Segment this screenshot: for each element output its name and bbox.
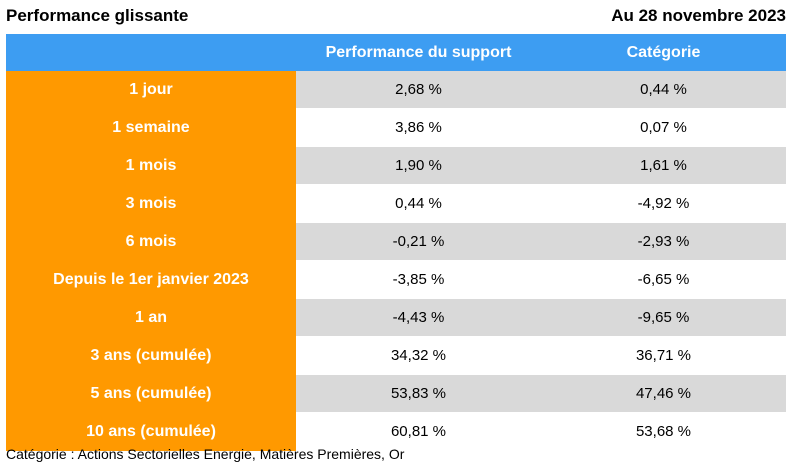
table-row: 1 jour 2,68 % 0,44 % xyxy=(6,71,786,109)
table-row: 3 mois 0,44 % -4,92 % xyxy=(6,184,786,223)
support-performance-cell: -0,21 % xyxy=(296,222,541,261)
period-label: 3 mois xyxy=(6,184,296,223)
category-performance-cell: 1,61 % xyxy=(541,146,786,185)
table-row: 1 mois 1,90 % 1,61 % xyxy=(6,146,786,185)
support-performance-cell: 3,86 % xyxy=(296,108,541,147)
table-row: 5 ans (cumulée) 53,83 % 47,46 % xyxy=(6,374,786,413)
period-label: 1 mois xyxy=(6,146,296,185)
header-period xyxy=(6,34,296,71)
title-bar: Performance glissante Au 28 novembre 202… xyxy=(6,6,786,32)
category-performance-cell: 0,44 % xyxy=(541,71,786,109)
table-row: 6 mois -0,21 % -2,93 % xyxy=(6,222,786,261)
period-label: 3 ans (cumulée) xyxy=(6,336,296,375)
period-label: 1 semaine xyxy=(6,108,296,147)
table-row: 3 ans (cumulée) 34,32 % 36,71 % xyxy=(6,336,786,375)
category-performance-cell: 53,68 % xyxy=(541,412,786,451)
period-label: Depuis le 1er janvier 2023 xyxy=(6,260,296,299)
category-performance-cell: 47,46 % xyxy=(541,374,786,413)
support-performance-cell: 1,90 % xyxy=(296,146,541,185)
support-performance-cell: 53,83 % xyxy=(296,374,541,413)
footnote: Catégorie : Actions Sectorielles Energie… xyxy=(6,446,405,462)
period-label: 5 ans (cumulée) xyxy=(6,374,296,413)
support-performance-cell: 0,44 % xyxy=(296,184,541,223)
header-categorie: Catégorie xyxy=(541,34,786,71)
performance-table: Performance du support Catégorie 1 jour 2… xyxy=(6,34,786,451)
support-performance-cell: 2,68 % xyxy=(296,71,541,109)
page-title: Performance glissante xyxy=(6,6,189,25)
period-label: 1 jour xyxy=(6,71,296,109)
period-label: 6 mois xyxy=(6,222,296,261)
category-performance-cell: -6,65 % xyxy=(541,260,786,299)
category-performance-cell: -9,65 % xyxy=(541,298,786,337)
support-performance-cell: 34,32 % xyxy=(296,336,541,375)
period-label: 10 ans (cumulée) xyxy=(6,412,296,451)
table-row: 1 semaine 3,86 % 0,07 % xyxy=(6,108,786,147)
support-performance-cell: 60,81 % xyxy=(296,412,541,451)
as-of-date: Au 28 novembre 2023 xyxy=(611,6,786,25)
category-performance-cell: 0,07 % xyxy=(541,108,786,147)
table-row: 1 an -4,43 % -9,65 % xyxy=(6,298,786,337)
period-label: 1 an xyxy=(6,298,296,337)
category-performance-cell: -4,92 % xyxy=(541,184,786,223)
table-row: 10 ans (cumulée) 60,81 % 53,68 % xyxy=(6,412,786,451)
support-performance-cell: -3,85 % xyxy=(296,260,541,299)
table-header-row: Performance du support Catégorie xyxy=(6,34,786,71)
support-performance-cell: -4,43 % xyxy=(296,298,541,337)
category-performance-cell: -2,93 % xyxy=(541,222,786,261)
category-performance-cell: 36,71 % xyxy=(541,336,786,375)
table-row: Depuis le 1er janvier 2023 -3,85 % -6,65 % xyxy=(6,260,786,299)
header-support: Performance du support xyxy=(296,34,541,71)
